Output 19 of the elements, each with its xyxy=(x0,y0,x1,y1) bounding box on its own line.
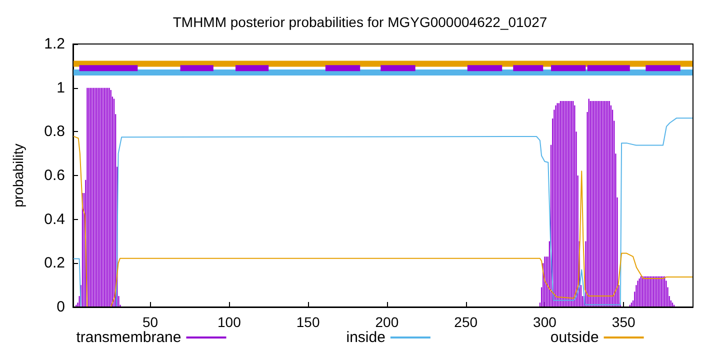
y-tick-label: 0.4 xyxy=(44,210,65,228)
y-tick-label: 0 xyxy=(56,298,65,316)
chart-title: TMHMM posterior probabilities for MGYG000004622_01027 xyxy=(172,14,548,30)
x-tick-label: 200 xyxy=(375,314,399,330)
y-axis-title: probability xyxy=(10,144,26,208)
y-tick-label: 0.2 xyxy=(44,254,65,272)
legend-label: inside xyxy=(346,329,386,346)
x-tick-label: 50 xyxy=(142,314,158,330)
y-tick-label: 0.6 xyxy=(44,167,65,184)
y-tick-label: 0.8 xyxy=(44,123,65,140)
y-tick-label: 1.2 xyxy=(44,36,65,52)
x-tick-label: 250 xyxy=(454,314,478,330)
legend-label: transmembrane xyxy=(76,329,182,346)
x-tick-label: 100 xyxy=(218,314,242,330)
y-tick-label: 1 xyxy=(56,79,65,96)
x-tick-label: 150 xyxy=(296,314,320,330)
x-tick-label: 300 xyxy=(533,314,557,330)
x-tick-label: 350 xyxy=(612,314,636,330)
legend-label: outside xyxy=(550,329,599,346)
